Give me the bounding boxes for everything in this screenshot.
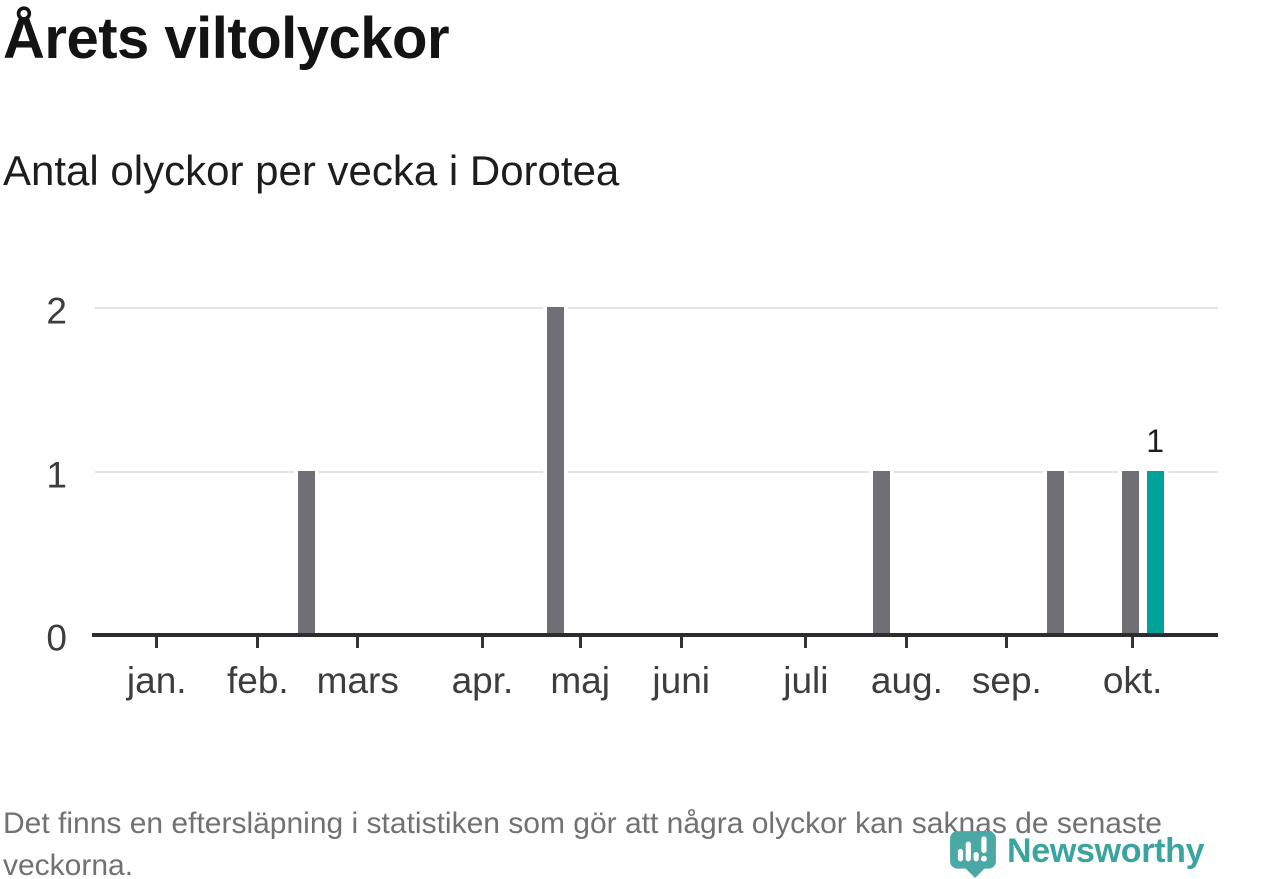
x-axis-label-jan: jan. (126, 660, 187, 701)
x-axis-label-aug: aug. (870, 660, 943, 701)
x-axis-tick-sep (1005, 637, 1009, 648)
gridline-y-1 (95, 470, 1218, 473)
x-axis-label-feb: feb. (226, 660, 289, 701)
x-axis-label-juni: juni (652, 660, 710, 701)
x-axis-label-okt: okt. (1102, 660, 1163, 701)
chart-subtitle: Antal olyckor per vecka i Dorotea (3, 147, 620, 194)
plot-area: jan. feb. mars apr. maj juni juli aug. sep. okt. 1 (92, 270, 1218, 701)
bar-week (1117, 470, 1143, 636)
x-axis-tick-feb (256, 637, 260, 648)
x-axis-label-apr: apr. (451, 660, 514, 701)
x-axis-tick-maj (578, 637, 582, 648)
x-axis-tick-mars (356, 637, 360, 648)
x-axis-tick-juni (679, 637, 683, 648)
x-axis-tick-okt (1131, 637, 1135, 648)
bar-week (542, 307, 568, 636)
x-axis-tick-juli (804, 637, 808, 648)
newsworthy-wordmark: Newsworthy (1007, 831, 1205, 870)
y-axis-label-1: 1 (46, 454, 67, 495)
bar-week (1042, 470, 1068, 636)
x-axis-line (92, 633, 1218, 637)
bar-week (868, 470, 894, 636)
chart-title: Årets viltolyckor (3, 6, 450, 71)
bar-week (293, 470, 319, 636)
x-axis-tick-apr (480, 637, 484, 648)
gridline-y-2 (95, 307, 1218, 309)
x-axis-tick-aug (905, 637, 909, 648)
x-axis-tick-jan (155, 637, 159, 648)
y-axis-label-2: 2 (46, 290, 67, 332)
y-axis: 0 1 2 (0, 270, 67, 657)
x-axis-label-juli: juli (783, 660, 829, 701)
newsworthy-logo: Newsworthy (948, 829, 1205, 878)
newsworthy-speech-bubble-icon (950, 831, 996, 878)
bar-week-highlighted (1142, 470, 1168, 636)
y-axis-label-0: 0 (46, 617, 67, 659)
x-axis-label-mars: mars (316, 660, 399, 701)
bar-value-label: 1 (1146, 422, 1164, 459)
x-axis-label-sep: sep. (971, 660, 1042, 701)
x-axis-label-maj: maj (550, 660, 610, 701)
